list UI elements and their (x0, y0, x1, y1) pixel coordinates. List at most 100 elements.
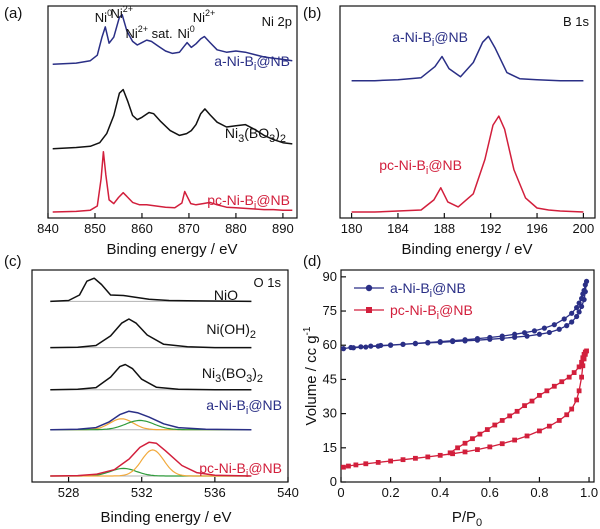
series-label-sub: i (254, 61, 256, 73)
series-label-sub: i (246, 405, 248, 417)
data-point (425, 454, 431, 460)
fit-component-line (50, 419, 250, 431)
data-point (580, 363, 586, 369)
data-point (363, 461, 369, 467)
data-point (541, 325, 547, 331)
data-point (551, 322, 557, 328)
peak-label: Ni2+ (193, 8, 216, 25)
x-tick-label: 184 (387, 221, 409, 236)
series-b (351, 35, 584, 213)
series-label-sub: 3 (246, 373, 252, 385)
data-point (447, 450, 453, 456)
data-point (579, 359, 584, 365)
data-point (521, 330, 528, 336)
data-point (536, 331, 543, 337)
data-point (544, 388, 550, 394)
data-point (437, 338, 443, 345)
peak-label-main: Ni (95, 10, 107, 25)
x-tick-label: 200 (573, 221, 595, 236)
x-tick-label: 0.2 (382, 485, 400, 500)
x-tick-label: 1.0 (580, 485, 598, 500)
x-tick-label: 196 (526, 221, 548, 236)
x-tick-label: 188 (433, 221, 455, 236)
x-tick-label: 890 (272, 221, 294, 236)
data-point (353, 462, 359, 468)
data-point (569, 310, 575, 316)
data-point (551, 383, 557, 389)
x-axis-label-b: Binding energy / eV (402, 241, 533, 258)
plot-frame-d (340, 269, 595, 483)
data-point (450, 451, 456, 457)
series-label-part: @NB (248, 397, 282, 413)
series-label-part: @NB (428, 157, 462, 173)
peak-label-main: Ni (193, 10, 205, 25)
series-label-sub: 2 (250, 329, 256, 341)
series-c (50, 277, 252, 477)
x-tick-label: 0 (337, 485, 344, 500)
data-point (571, 370, 577, 375)
data-point (546, 329, 552, 336)
corner-label-b: B 1s (563, 14, 590, 29)
series-label: a-Ni-Bi@NB (206, 397, 282, 417)
series-label-part: a-Ni-B (392, 29, 432, 45)
series-label: Ni(OH)2 (206, 321, 256, 341)
data-point (556, 418, 562, 423)
series-label-part: pc-Ni-B (199, 460, 246, 476)
data-point (569, 406, 575, 412)
data-point (477, 431, 483, 437)
peak-label-main: Ni (125, 26, 137, 41)
series-line-black (50, 363, 252, 391)
series-label-part: Ni (225, 125, 238, 141)
data-point (487, 444, 493, 450)
y-tick-label: 0 (330, 474, 337, 489)
peak-label: Ni2+ (110, 4, 133, 21)
data-point (522, 403, 527, 409)
y-tick-label: 90 (323, 269, 337, 284)
data-point (524, 433, 530, 439)
data-point (576, 388, 582, 394)
peak-label-rest: sat. (148, 26, 173, 41)
panel-b: (b) B 1s Binding energy / eV 180 184 188 19… (303, 5, 596, 258)
x-axis-label-d: P/P0 (452, 509, 482, 529)
x-tick-label: 880 (225, 221, 247, 236)
y-tick-label: 15 (323, 440, 337, 455)
x-axis-label-c: Binding energy / eV (101, 509, 232, 526)
series-label-sub: 2 (280, 133, 286, 145)
series-label-part: (BO (244, 125, 269, 141)
x-tick-label: 180 (341, 221, 363, 236)
data-point (561, 316, 567, 322)
data-point (576, 300, 582, 306)
data-point (580, 355, 586, 361)
data-point (514, 408, 520, 414)
panel-c: (c) O 1s Binding energy / eV 528 532 536 54… (4, 253, 299, 526)
legend-label-part: @NB (439, 302, 473, 318)
x-tick-label: 0.4 (431, 485, 449, 500)
data-point (529, 398, 535, 404)
series-line-red (50, 441, 252, 477)
data-point (368, 343, 374, 349)
x-tick-label: 0.8 (530, 485, 548, 500)
x-tick-label: 536 (204, 485, 226, 500)
panel-label-b: (b) (303, 5, 321, 22)
series-label: Ni3(BO3)2 (225, 125, 286, 145)
data-point (499, 333, 505, 339)
data-point (341, 464, 346, 470)
x-tick-label: 860 (131, 221, 153, 236)
series-label: pc-Ni-Bi@NB (199, 460, 282, 480)
data-point (400, 341, 406, 347)
corner-label-a: Ni 2p (262, 14, 292, 29)
plot-frame-c (31, 269, 289, 483)
peak-label: Ni0 (177, 24, 194, 41)
data-point (578, 295, 585, 302)
data-point (346, 463, 351, 469)
series-a (52, 14, 293, 213)
series-label: NiO (214, 287, 238, 303)
data-point (574, 313, 580, 320)
data-point (537, 392, 542, 398)
peak-label: Ni2+ sat. (125, 24, 172, 41)
data-point (566, 374, 572, 380)
